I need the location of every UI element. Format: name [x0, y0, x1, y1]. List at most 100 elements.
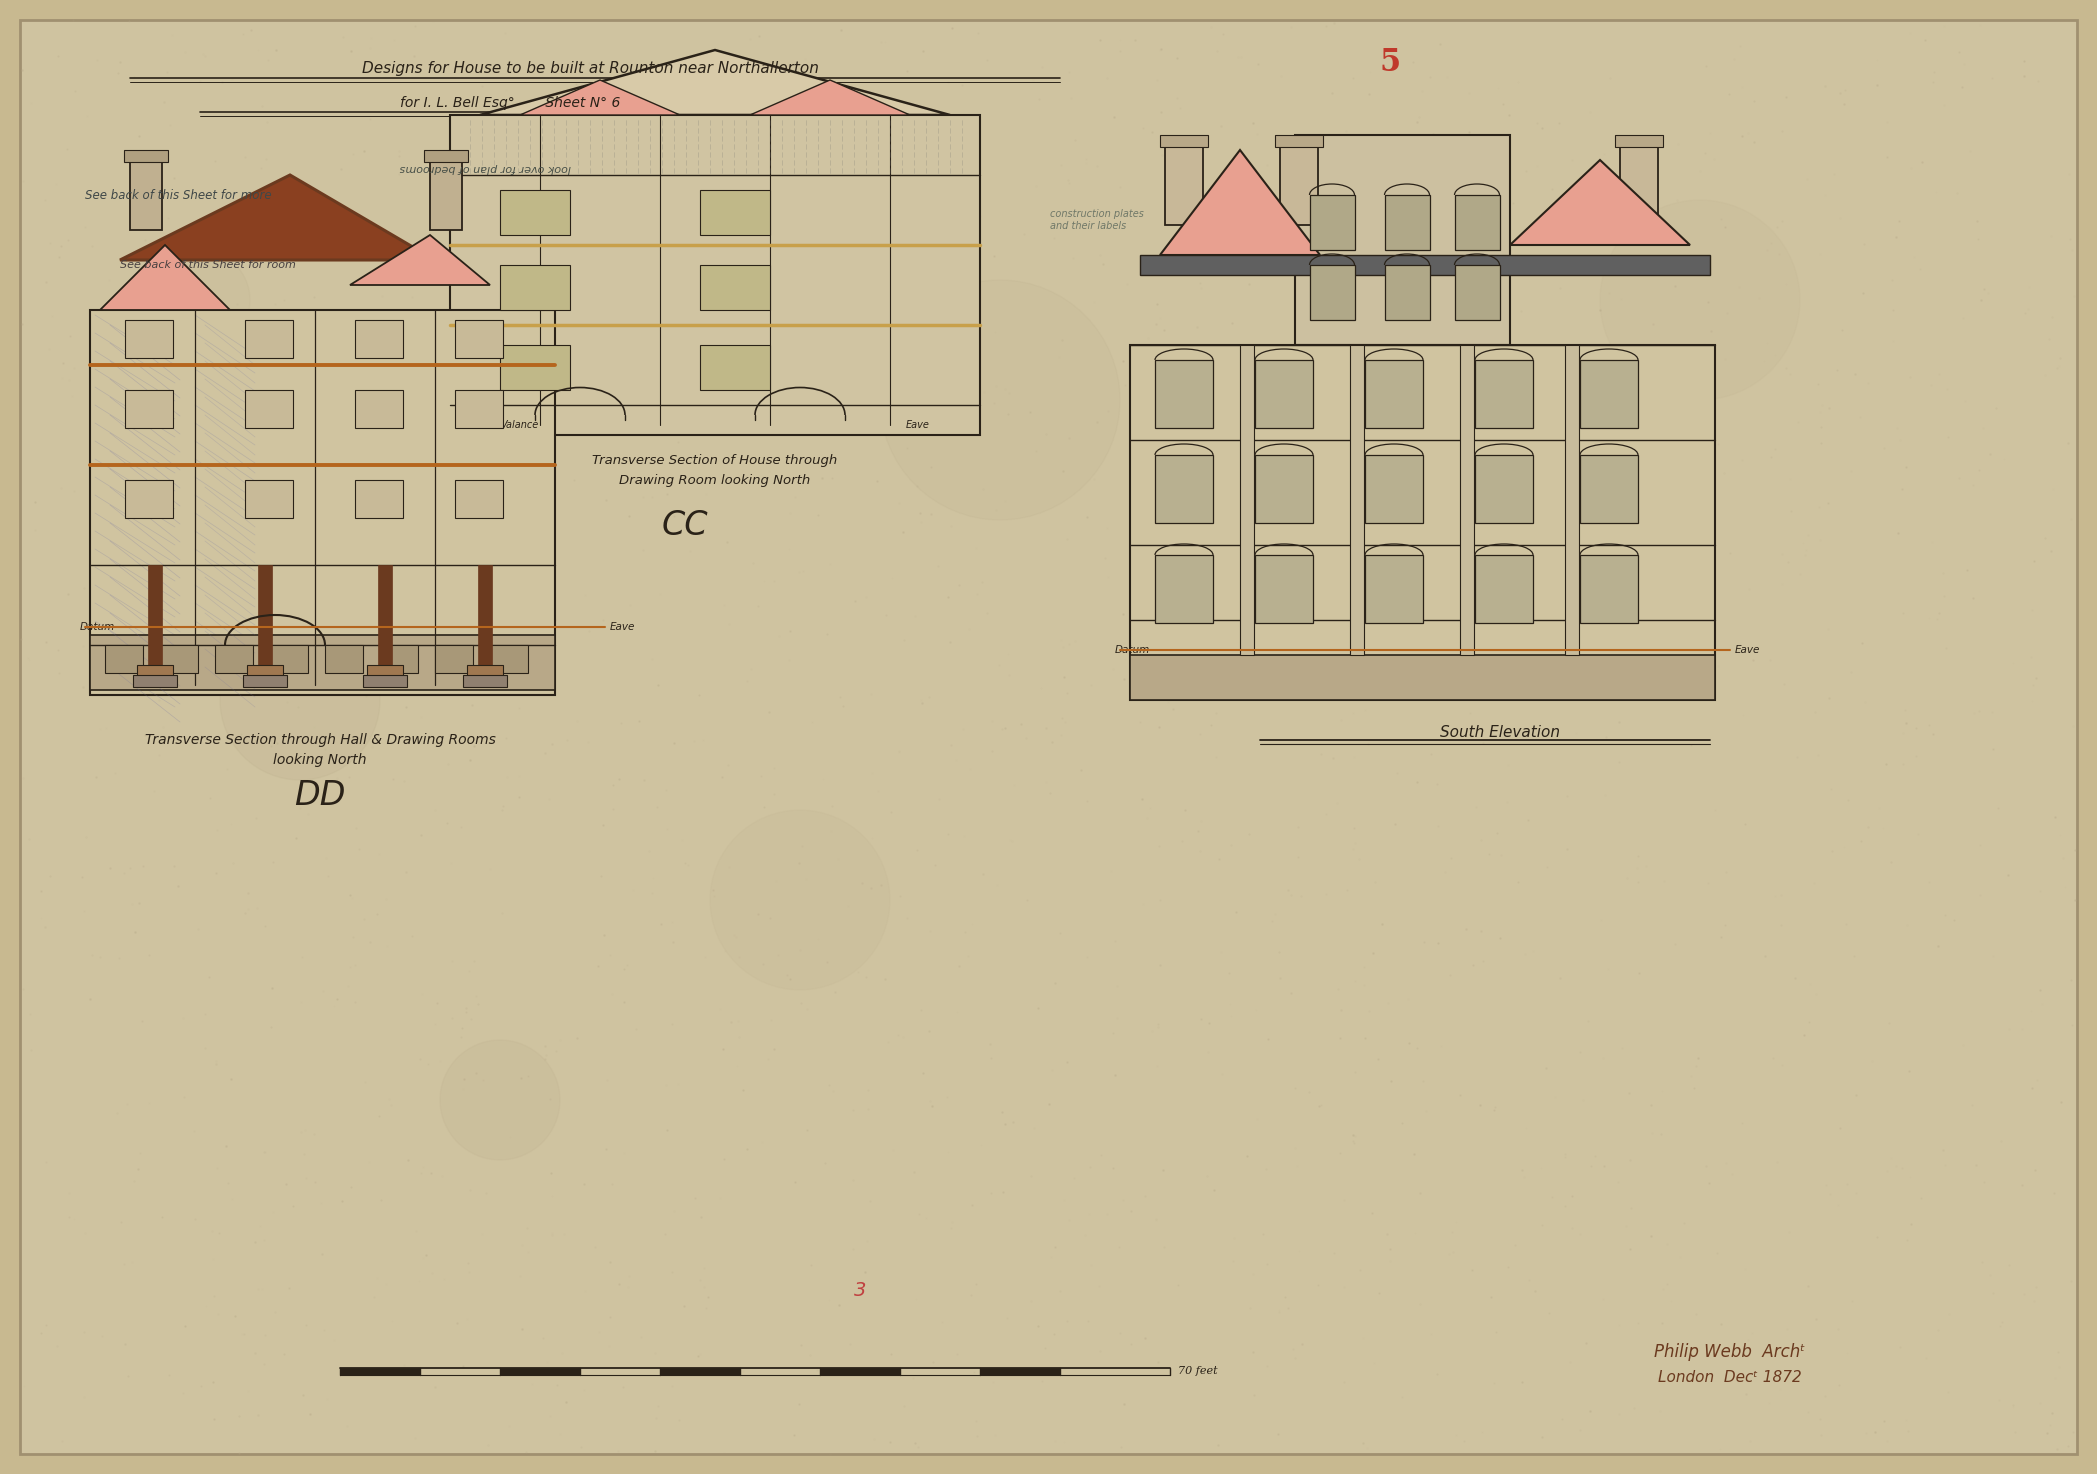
Bar [377, 565, 392, 680]
Bar [1141, 255, 1709, 276]
Text: Transverse Section through Hall & Drawing Rooms: Transverse Section through Hall & Drawin… [145, 733, 495, 747]
Bar [1474, 556, 1533, 624]
Bar [1384, 265, 1430, 320]
Bar [1166, 140, 1204, 226]
Bar [434, 646, 474, 674]
Text: Datum: Datum [80, 622, 115, 632]
Bar [499, 1368, 581, 1375]
Bar [159, 646, 197, 674]
Bar [1365, 455, 1424, 523]
Bar [455, 320, 503, 358]
Text: Eave: Eave [610, 622, 635, 632]
Bar [363, 675, 407, 687]
Bar [1384, 195, 1430, 251]
Bar [1130, 654, 1715, 700]
Bar [243, 675, 287, 687]
Bar [455, 481, 503, 517]
Circle shape [440, 1041, 560, 1160]
Text: 5: 5 [1380, 47, 1401, 78]
Bar [1455, 265, 1499, 320]
Bar [271, 646, 308, 674]
Bar [1155, 360, 1212, 427]
Bar [1365, 360, 1424, 427]
Bar [1275, 136, 1323, 147]
Bar [354, 320, 403, 358]
Bar [478, 565, 493, 680]
Text: Drawing Room looking North: Drawing Room looking North [619, 473, 812, 486]
Polygon shape [520, 80, 679, 115]
Bar [1311, 195, 1355, 251]
Bar [499, 190, 570, 234]
Polygon shape [1510, 161, 1690, 245]
Bar [90, 310, 556, 696]
Bar [130, 155, 161, 230]
Bar [700, 345, 770, 391]
Bar [367, 665, 403, 682]
Bar [820, 1368, 900, 1375]
Polygon shape [751, 80, 910, 115]
Text: for I. L. Bell Esq°       Sheet N° 6: for I. L. Bell Esq° Sheet N° 6 [401, 96, 621, 111]
Bar [1455, 195, 1499, 251]
Bar [354, 391, 403, 427]
Bar [245, 481, 294, 517]
Polygon shape [101, 245, 231, 310]
Polygon shape [120, 175, 434, 259]
Text: See back of this Sheet for room: See back of this Sheet for room [120, 259, 296, 270]
Bar [325, 646, 363, 674]
Text: South Elevation: South Elevation [1441, 725, 1560, 740]
Bar [1474, 455, 1533, 523]
Bar [1564, 345, 1579, 654]
Bar [1254, 556, 1313, 624]
Text: Eave: Eave [906, 420, 929, 430]
Bar [1350, 345, 1363, 654]
Bar [499, 345, 570, 391]
Bar [90, 635, 556, 690]
Bar [105, 646, 143, 674]
Text: See back of this Sheet for more: See back of this Sheet for more [86, 189, 273, 202]
Bar [126, 320, 172, 358]
Text: Datum: Datum [1116, 646, 1151, 654]
Bar [354, 481, 403, 517]
Bar [1296, 136, 1510, 345]
Bar [126, 391, 172, 427]
Text: 3: 3 [853, 1281, 866, 1300]
Text: Designs for House to be built at Rounton near Northallerton: Designs for House to be built at Rounton… [361, 60, 818, 75]
Bar [1365, 556, 1424, 624]
Bar [1279, 140, 1319, 226]
Bar [245, 320, 294, 358]
Bar [1474, 360, 1533, 427]
Bar [1130, 345, 1715, 700]
Bar [468, 665, 503, 682]
Bar [499, 265, 570, 310]
Text: CC: CC [663, 509, 709, 541]
Bar [216, 646, 254, 674]
Bar [132, 675, 176, 687]
Bar [380, 646, 417, 674]
Polygon shape [1160, 150, 1319, 255]
Text: London  Decᵗ 1872: London Decᵗ 1872 [1659, 1371, 1801, 1386]
Bar [1311, 265, 1355, 320]
Bar [245, 391, 294, 427]
Bar [455, 391, 503, 427]
Circle shape [151, 251, 250, 349]
Bar [126, 481, 172, 517]
Bar [340, 1368, 419, 1375]
Bar [1579, 455, 1638, 523]
Polygon shape [480, 50, 950, 115]
Bar [700, 265, 770, 310]
Bar [1579, 556, 1638, 624]
Bar [1621, 140, 1659, 226]
Bar [700, 190, 770, 234]
Bar [463, 675, 507, 687]
Bar [124, 150, 168, 162]
Bar [979, 1368, 1059, 1375]
Bar [1239, 345, 1254, 654]
Text: looking North: looking North [273, 753, 367, 766]
Text: construction plates
and their labels: construction plates and their labels [1051, 209, 1143, 231]
Bar [491, 646, 528, 674]
Bar [661, 1368, 740, 1375]
Circle shape [220, 621, 380, 780]
Bar [1254, 455, 1313, 523]
Text: 70 feet: 70 feet [1179, 1366, 1218, 1377]
Bar [247, 665, 283, 682]
